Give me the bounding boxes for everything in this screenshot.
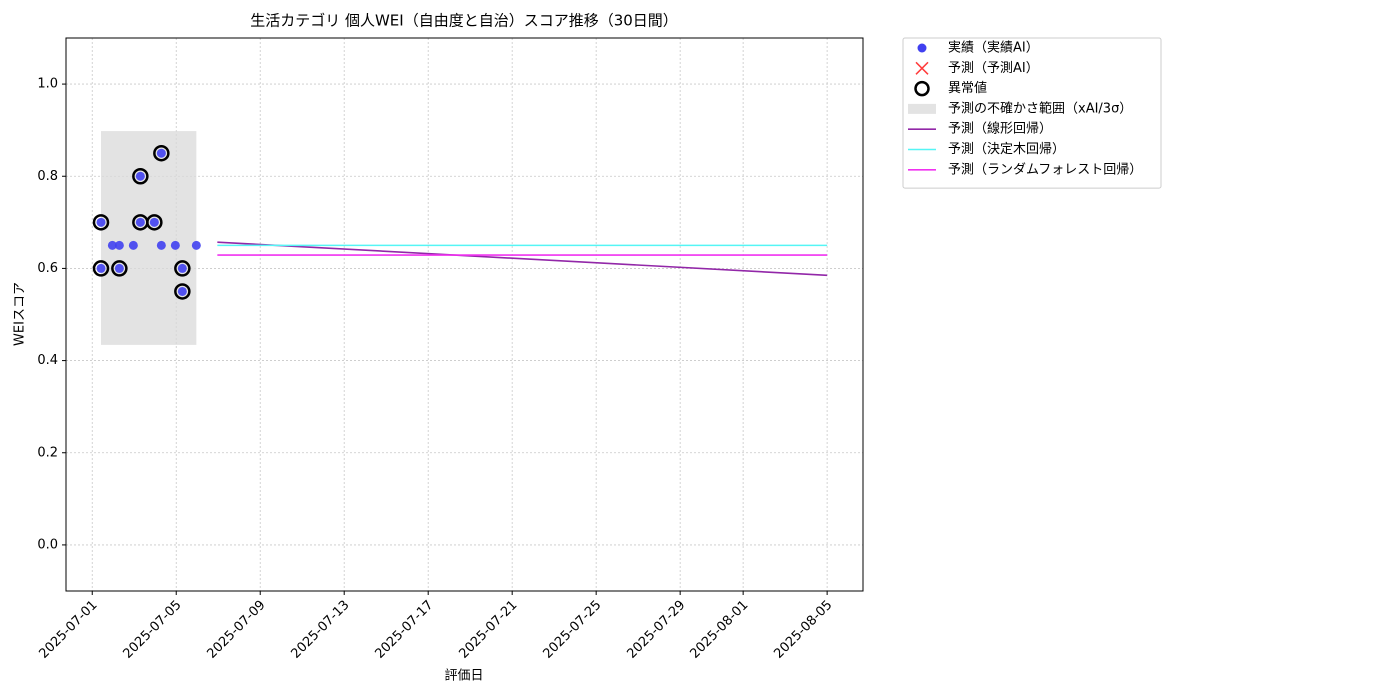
- legend-label: 予測（決定木回帰）: [948, 141, 1065, 157]
- actual-point: [177, 263, 187, 273]
- x-tick-label: 2025-08-05: [771, 598, 835, 662]
- actual-point: [135, 171, 145, 181]
- actual-point: [114, 263, 124, 273]
- plot-frame: [65, 37, 864, 592]
- legend-label: 実績（実績AI）: [948, 40, 1039, 56]
- legend-swatch: [914, 80, 930, 97]
- anomaly-marker: [174, 283, 191, 300]
- legend-swatch: [917, 43, 927, 53]
- actual-point: [191, 240, 201, 250]
- actual-point: [96, 217, 106, 227]
- y-tick-label: 0.2: [37, 445, 58, 460]
- legend-swatch: [915, 61, 929, 75]
- actual-point: [128, 240, 138, 250]
- anomaly-marker: [111, 260, 128, 277]
- anomaly-marker: [174, 260, 191, 277]
- chart-title: 生活カテゴリ 個人WEI（自由度と自治）スコア推移（30日間）: [250, 12, 678, 30]
- actual-point: [114, 240, 124, 250]
- x-axis-label: 評価日: [444, 669, 483, 684]
- anomaly-marker: [153, 144, 170, 162]
- actual-point: [135, 217, 145, 227]
- actual-point: [96, 263, 106, 273]
- actual-point: [149, 217, 159, 227]
- y-tick-label: 0.6: [37, 261, 58, 276]
- legend-label: 予測（ランダムフォレスト回帰）: [948, 161, 1142, 177]
- x-tick-label: 2025-07-21: [456, 598, 520, 662]
- y-tick-label: 0.0: [37, 537, 58, 552]
- legend-label: 異常値: [948, 80, 987, 96]
- y-tick-label: 0.4: [37, 353, 58, 368]
- y-tick-label: 1.0: [37, 77, 58, 92]
- anomaly-marker: [92, 214, 110, 231]
- y-axis-label: WEIスコア: [13, 282, 28, 346]
- actual-point: [107, 240, 117, 250]
- y-tick-label: 0.8: [37, 169, 58, 184]
- prediction-line: [217, 241, 828, 277]
- anomaly-marker: [146, 214, 163, 231]
- legend-label: 予測（線形回帰）: [948, 121, 1052, 137]
- actual-point: [177, 286, 187, 296]
- x-tick-label: 2025-07-01: [37, 598, 101, 662]
- x-tick-label: 2025-07-09: [204, 598, 268, 662]
- x-tick-label: 2025-08-01: [687, 598, 751, 662]
- x-tick-label: 2025-07-29: [624, 598, 688, 662]
- actual-point: [170, 240, 180, 250]
- legend-frame: [902, 37, 1162, 189]
- actual-point: [156, 240, 166, 250]
- actual-point: [156, 148, 166, 158]
- uncertainty-band: [100, 131, 197, 345]
- x-tick-label: 2025-07-13: [288, 598, 352, 662]
- anomaly-marker: [132, 168, 149, 185]
- legend-swatch: [908, 103, 936, 114]
- x-tick-label: 2025-07-25: [540, 598, 604, 662]
- legend-label: 予測（予測AI）: [948, 61, 1039, 76]
- legend-label: 予測の不確かさ範囲（xAI/3σ）: [948, 100, 1132, 116]
- x-tick-label: 2025-07-05: [120, 598, 184, 662]
- anomaly-marker: [92, 260, 110, 277]
- x-tick-label: 2025-07-17: [372, 598, 436, 662]
